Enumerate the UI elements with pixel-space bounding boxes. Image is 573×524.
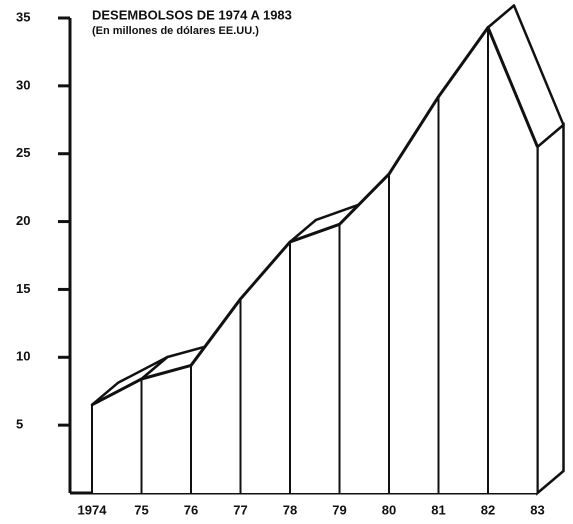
side-face	[536, 122, 565, 496]
chart-subtitle: (En millones de dólares EE.UU.)	[92, 25, 259, 37]
x-tick-label: 80	[382, 502, 396, 517]
y-tick-label: 15	[16, 281, 30, 296]
y-tick-label: 5	[16, 417, 23, 432]
x-tick-label: 75	[134, 502, 148, 517]
chart-title: DESEMBOLSOS DE 1974 A 1983	[92, 7, 292, 22]
x-tick-label: 82	[481, 502, 495, 517]
y-tick-label: 10	[16, 349, 30, 364]
y-tick-label: 20	[16, 213, 30, 228]
x-tick-label: 76	[184, 502, 198, 517]
x-tick-label: 81	[431, 502, 445, 517]
x-tick-label: 83	[530, 502, 544, 517]
y-tick-label: 30	[16, 77, 30, 92]
y-tick-label: 35	[16, 9, 30, 24]
x-tick-label: 79	[332, 502, 346, 517]
x-tick-label: 77	[233, 502, 247, 517]
front-face	[92, 27, 538, 493]
line	[91, 26, 539, 407]
x-tick-label: 78	[283, 502, 297, 517]
y-tick-label: 25	[16, 145, 30, 160]
x-tick-label: 1974	[78, 502, 108, 517]
